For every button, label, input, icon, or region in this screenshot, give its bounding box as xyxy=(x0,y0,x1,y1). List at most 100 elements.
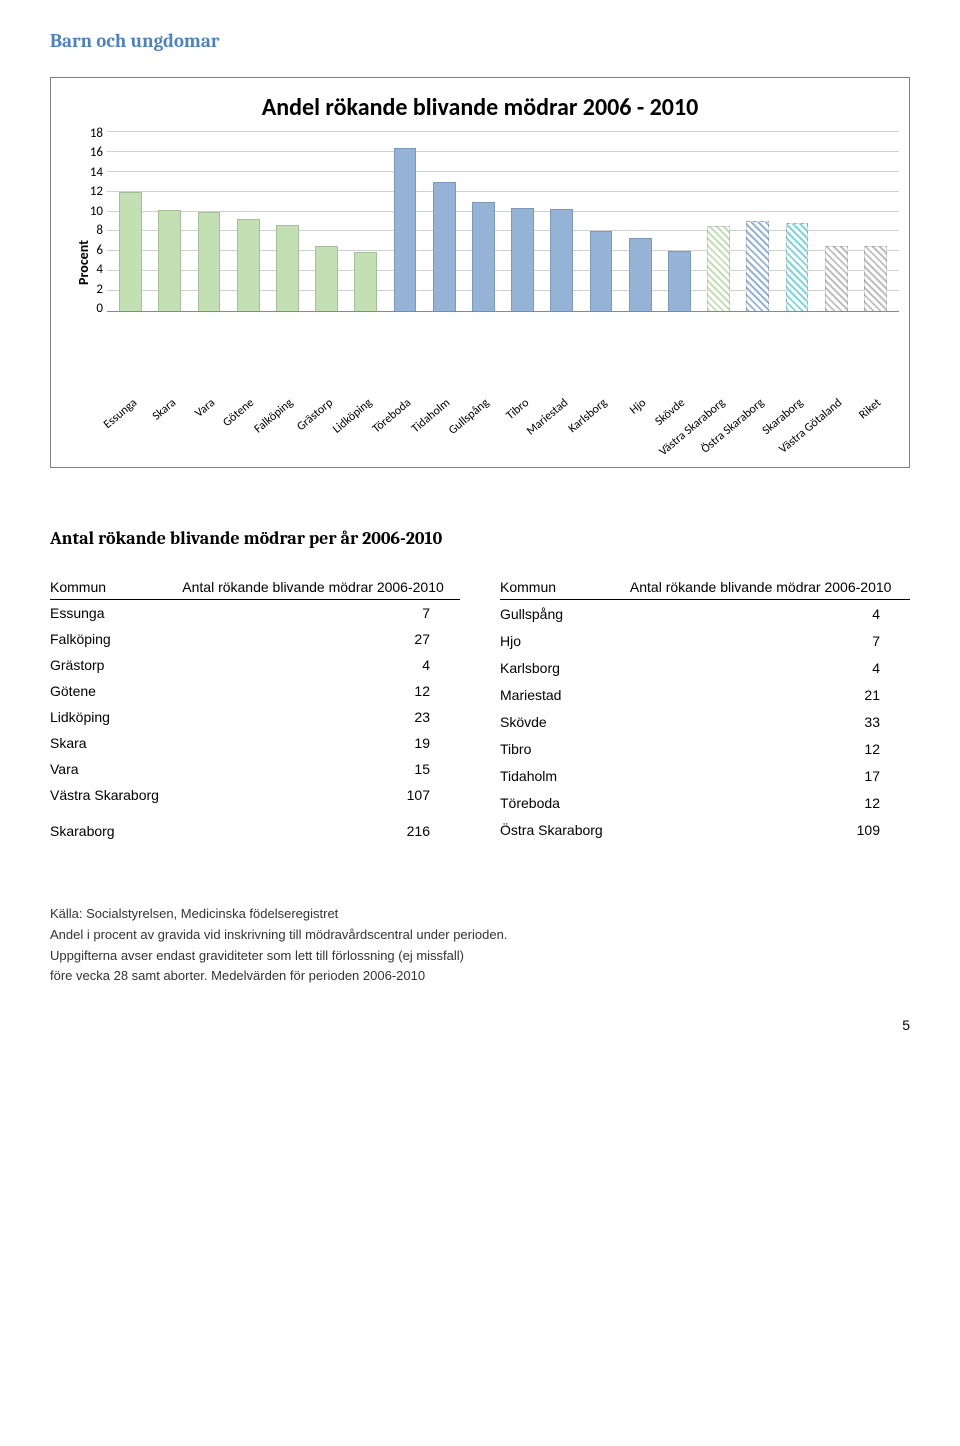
cell-kommun: Skaraborg xyxy=(50,818,174,844)
chart-bar xyxy=(472,202,495,311)
footer-line: Källa: Socialstyrelsen, Medicinska födel… xyxy=(50,904,910,925)
cell-kommun: Götene xyxy=(50,678,174,704)
table-row: Tidaholm17 xyxy=(500,763,910,790)
cell-value: 21 xyxy=(619,681,910,708)
bar-slot xyxy=(189,132,228,311)
x-label: Gullspång xyxy=(464,392,503,462)
y-tick: 8 xyxy=(96,223,103,238)
table-row: Skövde33 xyxy=(500,708,910,735)
chart-bar xyxy=(825,246,848,311)
y-axis-ticks: 181614121086420 xyxy=(83,126,107,316)
cell-value: 27 xyxy=(174,626,460,652)
cell-kommun: Skara xyxy=(50,730,174,756)
table-header-value: Antal rökande blivande mödrar 2006-2010 xyxy=(174,579,460,600)
bar-slot xyxy=(621,132,660,311)
cell-kommun: Mariestad xyxy=(500,681,619,708)
y-tick: 12 xyxy=(90,184,103,199)
y-tick: 0 xyxy=(96,301,103,316)
bar-slot xyxy=(346,132,385,311)
chart-bar xyxy=(550,209,573,311)
cell-value: 7 xyxy=(619,627,910,654)
cell-kommun: Töreboda xyxy=(500,790,619,817)
bar-slot xyxy=(542,132,581,311)
chart-bar xyxy=(746,221,769,311)
cell-value: 33 xyxy=(619,708,910,735)
cell-kommun: Vara xyxy=(50,756,174,782)
x-label: Skara xyxy=(150,392,189,462)
cell-kommun: Hjo xyxy=(500,627,619,654)
x-label: Hjo xyxy=(621,392,660,462)
chart-bar xyxy=(276,225,299,311)
bar-slot xyxy=(425,132,464,311)
tables-row: Kommun Antal rökande blivande mödrar 200… xyxy=(50,579,910,844)
footer-line: Andel i procent av gravida vid inskrivni… xyxy=(50,925,910,946)
x-axis-labels: EssungaSkaraVaraGöteneFalköpingGrästorpL… xyxy=(107,392,899,462)
cell-kommun: Falköping xyxy=(50,626,174,652)
data-table-left: Kommun Antal rökande blivande mödrar 200… xyxy=(50,579,460,844)
cell-kommun: Gullspång xyxy=(500,600,619,628)
chart-bar xyxy=(629,238,652,311)
y-axis-label: Procent xyxy=(75,240,92,285)
chart-bar xyxy=(511,208,534,311)
bar-slot xyxy=(699,132,738,311)
chart-bar xyxy=(590,231,613,311)
bar-slot xyxy=(464,132,503,311)
table-row: Lidköping23 xyxy=(50,704,460,730)
bar-slot xyxy=(581,132,620,311)
y-tick: 14 xyxy=(90,165,103,180)
footer-text: Källa: Socialstyrelsen, Medicinska födel… xyxy=(50,904,910,987)
y-tick: 16 xyxy=(90,145,103,160)
bar-slot xyxy=(777,132,816,311)
chart-bar xyxy=(315,246,338,311)
table-row: Skara19 xyxy=(50,730,460,756)
chart-bar xyxy=(864,246,887,311)
footer-line: före vecka 28 samt aborter. Medelvärden … xyxy=(50,966,910,987)
cell-value: 17 xyxy=(619,763,910,790)
table-row: Västra Skaraborg107 xyxy=(50,782,460,808)
cell-kommun: Västra Skaraborg xyxy=(50,782,174,808)
chart-bar xyxy=(158,210,181,311)
table-row: Tibro12 xyxy=(500,736,910,763)
cell-value: 107 xyxy=(174,782,460,808)
cell-value: 4 xyxy=(619,654,910,681)
table-row: Götene12 xyxy=(50,678,460,704)
y-tick: 18 xyxy=(90,126,103,141)
y-tick: 10 xyxy=(90,204,103,219)
chart-title: Andel rökande blivande mödrar 2006 - 201… xyxy=(61,93,899,122)
table-section-heading: Antal rökande blivande mödrar per år 200… xyxy=(50,528,910,549)
y-tick: 6 xyxy=(96,243,103,258)
table-row: Falköping27 xyxy=(50,626,460,652)
chart-bar xyxy=(237,219,260,311)
y-axis-label-wrap: Procent xyxy=(61,132,83,392)
table-row: Töreboda12 xyxy=(500,790,910,817)
table-header-value: Antal rökande blivande mödrar 2006-2010 xyxy=(619,579,910,600)
cell-kommun: Karlsborg xyxy=(500,654,619,681)
chart-bar xyxy=(433,182,456,311)
cell-kommun: Grästorp xyxy=(50,652,174,678)
cell-kommun: Skövde xyxy=(500,708,619,735)
x-label: Västra Götaland xyxy=(817,392,856,462)
chart-bars xyxy=(107,132,899,311)
table-header-kommun: Kommun xyxy=(50,579,174,600)
cell-kommun: Tidaholm xyxy=(500,763,619,790)
cell-value: 12 xyxy=(619,736,910,763)
table-row: Grästorp4 xyxy=(50,652,460,678)
cell-value: 109 xyxy=(619,817,910,844)
cell-value: 7 xyxy=(174,600,460,627)
chart-bar xyxy=(707,226,730,311)
bar-slot xyxy=(150,132,189,311)
chart-bar xyxy=(394,148,417,311)
chart-area: Procent 181614121086420 xyxy=(61,132,899,392)
table-row xyxy=(50,808,460,818)
cell-value: 216 xyxy=(174,818,460,844)
x-label: Riket xyxy=(856,392,895,462)
table-header-kommun: Kommun xyxy=(500,579,619,600)
page-number: 5 xyxy=(50,1017,910,1033)
chart-bar xyxy=(786,223,809,312)
table-row: Skaraborg216 xyxy=(50,818,460,844)
bar-slot xyxy=(385,132,424,311)
table-row: Essunga7 xyxy=(50,600,460,627)
chart-container: Andel rökande blivande mödrar 2006 - 201… xyxy=(50,77,910,468)
cell-value: 12 xyxy=(174,678,460,704)
section-title: Barn och ungdomar xyxy=(50,30,910,52)
